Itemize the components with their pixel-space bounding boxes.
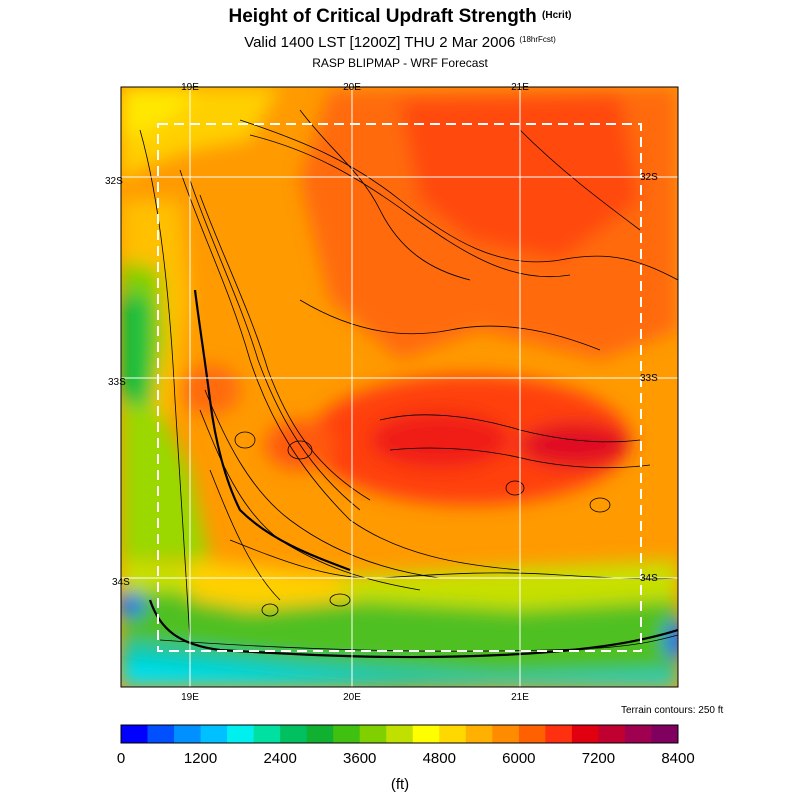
colorbar-swatch: [174, 725, 202, 743]
valid-time: Valid 1400 LST [1200Z] THU 2 Mar 2006 (1…: [244, 34, 556, 51]
colorbar-tick-label: 2400: [263, 750, 297, 767]
coastline: [148, 289, 678, 659]
colorbar-tick-label: 0: [116, 750, 126, 767]
colorbar-swatch: [147, 725, 175, 743]
map-plot-area: [121, 87, 678, 687]
colorbar-tick-label: 4800: [422, 750, 456, 767]
bottom-lon-label: 21E: [511, 692, 529, 703]
top-lon-label: 20E: [343, 82, 361, 93]
colorbar-swatch: [121, 725, 149, 743]
colorbar-swatch: [359, 725, 387, 743]
colorbar-units: (ft): [390, 776, 410, 793]
hcrit-field: [121, 87, 678, 687]
colorbar-tick-label: 1200: [183, 750, 218, 767]
colorbar-swatch: [412, 725, 440, 743]
colorbar-swatch: [465, 725, 493, 743]
colorbar-swatch: [227, 725, 255, 743]
colorbar-frame: [120, 724, 679, 744]
colorbar-swatch: [624, 725, 652, 743]
colorbar-swatch: [280, 725, 308, 743]
colorbar: [120, 724, 679, 744]
right-lat-label: 33S: [640, 373, 658, 384]
colorbar-tick-label: 3600: [343, 750, 377, 767]
colorbar-swatch: [545, 725, 573, 743]
terrain-contour-note: Terrain contours: 250 ft: [621, 705, 724, 716]
map-frame: [120, 86, 679, 688]
colorbar-swatch: [306, 725, 334, 743]
colorbar-tick-label: 7200: [581, 750, 616, 767]
colorbar-swatch: [200, 725, 228, 743]
left-lat-label: 33S: [108, 377, 126, 388]
top-lon-label: 21E: [511, 82, 529, 93]
colorbar-swatch: [492, 725, 520, 743]
map-title: Height of Critical Updraft Strength (Hcr…: [228, 6, 572, 27]
left-lat-label: 32S: [105, 176, 123, 187]
colorbar-swatch: [571, 725, 599, 743]
colorbar-swatch: [253, 725, 281, 743]
top-lon-label: 19E: [181, 82, 199, 93]
colorbar-swatch: [333, 725, 361, 743]
colorbar-swatch: [386, 725, 414, 743]
inner-domain-box: [157, 123, 642, 652]
graticule: [121, 87, 678, 687]
right-lat-label: 32S: [640, 172, 658, 183]
bottom-lon-label: 19E: [181, 692, 199, 703]
colorbar-tick-label: 6000: [502, 750, 536, 767]
right-lat-label: 34S: [640, 573, 658, 584]
bottom-lon-label: 20E: [343, 692, 361, 703]
forecast-source: RASP BLIPMAP - WRF Forecast: [312, 56, 488, 70]
colorbar-swatch: [439, 725, 467, 743]
colorbar-swatch: [651, 725, 679, 743]
left-lat-label: 34S: [112, 577, 130, 588]
colorbar-tick-label: 8400: [661, 750, 695, 767]
colorbar-swatch: [518, 725, 546, 743]
colorbar-swatch: [598, 725, 626, 743]
